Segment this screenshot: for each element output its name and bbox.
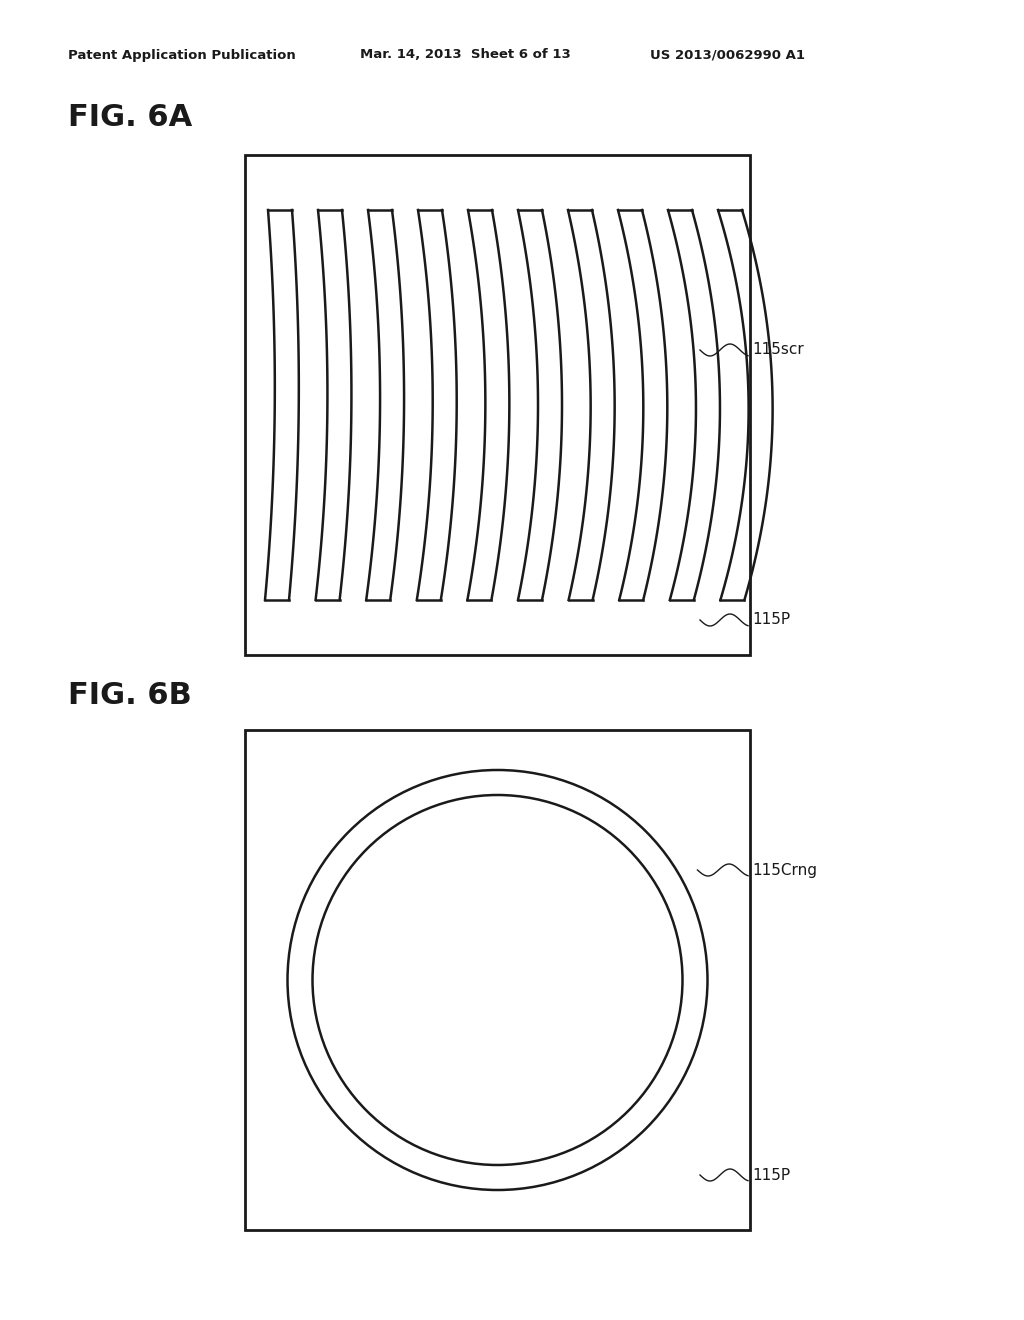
Text: FIG. 6B: FIG. 6B — [68, 681, 191, 710]
Text: Mar. 14, 2013  Sheet 6 of 13: Mar. 14, 2013 Sheet 6 of 13 — [360, 49, 570, 62]
Text: US 2013/0062990 A1: US 2013/0062990 A1 — [650, 49, 805, 62]
Text: FIG. 6A: FIG. 6A — [68, 103, 193, 132]
FancyBboxPatch shape — [245, 730, 750, 1230]
Text: 115P: 115P — [752, 1167, 791, 1183]
Text: Patent Application Publication: Patent Application Publication — [68, 49, 296, 62]
FancyBboxPatch shape — [245, 154, 750, 655]
Text: 115P: 115P — [752, 612, 791, 627]
Text: 115scr: 115scr — [752, 342, 804, 358]
Circle shape — [288, 770, 708, 1191]
Circle shape — [312, 795, 683, 1166]
Text: 115Crng: 115Crng — [752, 862, 817, 878]
